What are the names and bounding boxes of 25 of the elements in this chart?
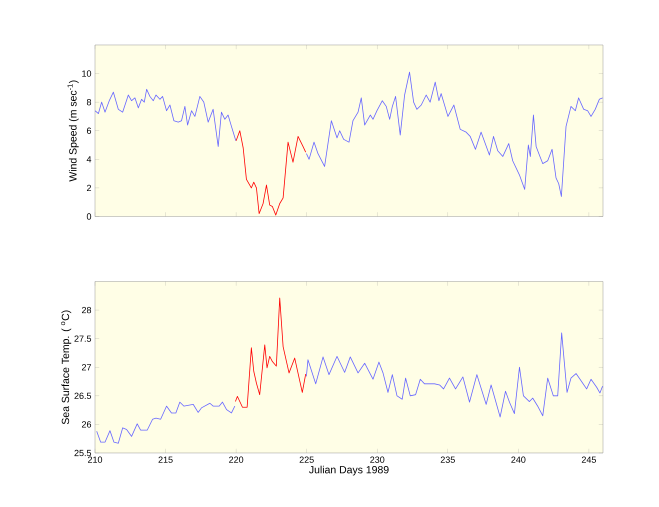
x-tick-label: 220 xyxy=(229,456,244,463)
y-tick-label: 25.5 xyxy=(74,450,92,456)
x-tick-label: 240 xyxy=(511,456,526,463)
y-tick-label: 8 xyxy=(86,98,92,106)
y-tick-label: 26.5 xyxy=(74,392,92,399)
y-tick-label: 4 xyxy=(86,156,92,162)
y-tick-label: 0 xyxy=(86,213,92,220)
x-tick-label: 235 xyxy=(440,456,455,463)
y-tick-label: 26 xyxy=(82,421,92,428)
y-axis-title: Wind Speed (m sec$^{-1}$) xyxy=(68,80,79,182)
y-tick-label: 27 xyxy=(82,364,92,370)
x-axis-title: Julian Days 1989 xyxy=(309,466,389,476)
y-tick-label: 2 xyxy=(86,184,92,192)
x-tick-label: 225 xyxy=(300,456,314,463)
y-tick-label: 27.5 xyxy=(74,335,92,342)
x-tick-label: 210 xyxy=(88,456,102,463)
y-axis-title: Sea Surface Temp. ( $^{o}$C) xyxy=(61,310,72,424)
x-tick-label: 230 xyxy=(370,456,384,463)
line-series xyxy=(236,130,306,216)
y-tick-label: 6 xyxy=(86,128,92,134)
y-tick-label: 10 xyxy=(82,70,92,77)
x-tick-label: 215 xyxy=(158,456,173,463)
x-tick-label: 245 xyxy=(582,456,596,463)
y-tick-label: 28 xyxy=(82,306,92,314)
line-series xyxy=(235,298,306,408)
